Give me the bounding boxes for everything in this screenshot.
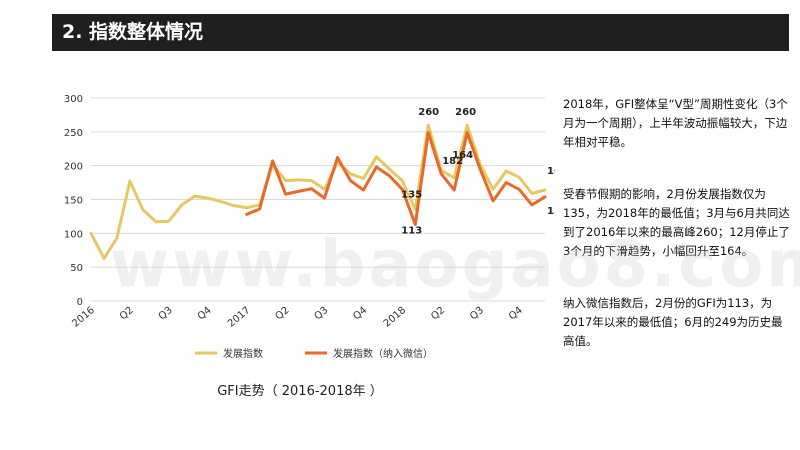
page-title: 2. 指数整体情况 [52,14,789,51]
legend-label: 发展指数（纳入微信） [333,347,433,360]
x-tick-label: Q4 [507,305,525,323]
x-tick-label: Q2 [118,305,136,323]
y-tick-label: 150 [64,196,83,207]
data-label: 164 [547,166,555,177]
paragraph-2: 受春节假期的影响，2月份发展指数仅为135，为2018年的最低值；3月与6月共同… [563,187,790,258]
series-line-1 [89,123,547,260]
paragraph-1: 2018年，GFI整体呈“V型”周期性变化（3个月为一个周期），上半年波动振幅较… [563,97,788,149]
y-tick-label: 200 [64,162,83,173]
legend-label: 发展指数 [223,347,263,360]
y-tick-label: 300 [64,94,83,105]
x-tick-label: Q2 [429,305,447,323]
data-label: 182 [442,156,463,167]
x-tick-label: Q2 [274,305,292,323]
x-tick-label: Q3 [157,305,175,323]
x-tick-label: 2018 [382,305,409,330]
paragraph-3: 纳入微信指数后，2月份的GFI为113，为2017年以来的最低值；6月的249为… [563,296,783,348]
y-tick-label: 250 [64,128,83,139]
series-line-2 [245,131,547,226]
data-label: 135 [401,190,422,201]
x-tick-label: Q3 [468,305,486,323]
y-tick-label: 100 [64,229,83,240]
gfi-chart: 0 50 100 150 200 250 300 2016 Q2 Q3 Q4 2017 Q2 Q3 Q4 20… [55,85,555,370]
x-tick-label: Q4 [351,305,369,323]
x-tick-label: Q4 [196,305,214,323]
gfi-line-chart: 0 50 100 150 200 250 300 2016 Q2 Q3 Q4 2017 Q2 Q3 Q4 20… [64,94,555,360]
y-tick-label: 50 [70,263,83,274]
y-tick-label: 0 [77,297,83,308]
data-label: 113 [401,226,422,237]
x-tick-label: 2017 [226,305,253,330]
data-label: 260 [418,107,439,118]
data-label: 164 [452,150,473,161]
data-label: 154 [547,206,555,217]
chart-caption: GFI走势（ 2016-2018年 ） [217,384,383,399]
data-label: 260 [455,107,476,118]
x-tick-label: Q3 [312,305,330,323]
x-tick-label: 2016 [70,305,97,330]
